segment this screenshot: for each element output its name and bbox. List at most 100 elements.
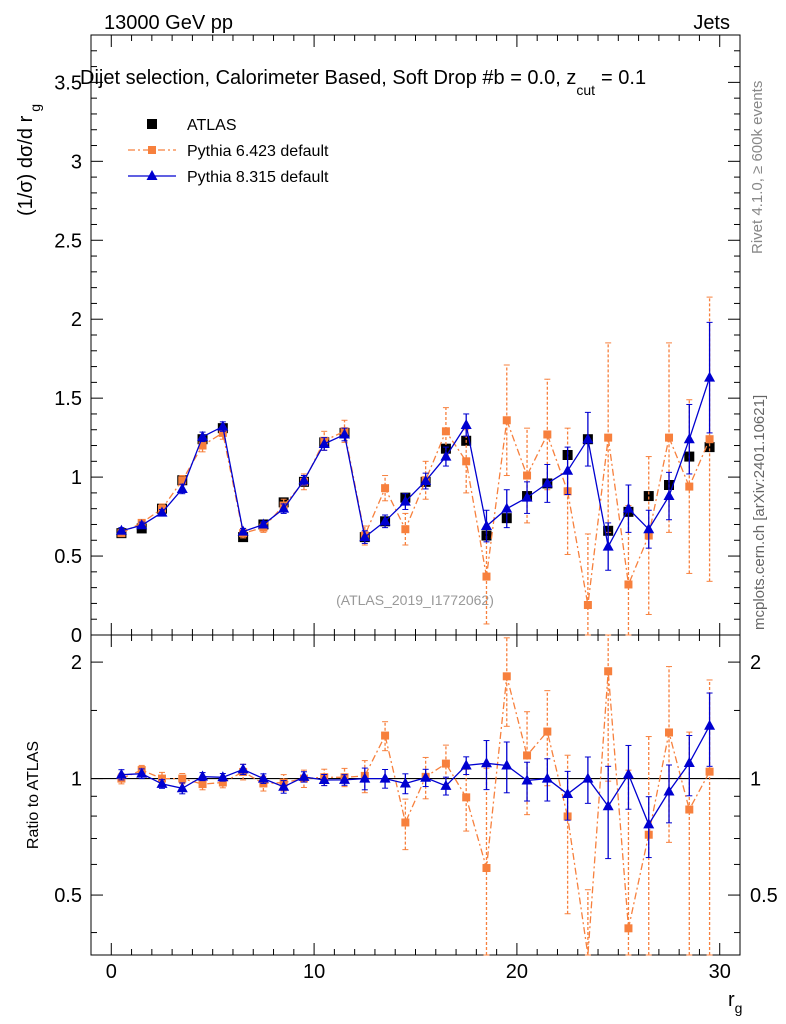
side-label-mcplots: mcplots.cern.ch [arXiv:2401.10621] <box>751 395 768 630</box>
pythia8-ratio-point <box>622 768 634 779</box>
chart-title-suffix: = 0.1 <box>601 67 646 89</box>
pythia8-group <box>115 321 716 860</box>
pythia8-ratio-point <box>541 772 553 783</box>
pythia6-point <box>583 601 592 609</box>
pythia8-ratio-point <box>420 771 432 782</box>
legend: ATLAS Pythia 6.423 default Pythia 8.315 … <box>128 117 329 186</box>
pythia6-ratio-point <box>665 728 674 737</box>
pythia6-point <box>502 416 511 425</box>
pythia6-point <box>665 433 674 442</box>
pythia8-point <box>582 433 594 444</box>
pythia8-point <box>156 506 168 517</box>
y-tick-label-ratio: 0.5 <box>54 885 82 907</box>
atlas-point <box>643 491 654 502</box>
pythia6-ratio-point <box>198 780 207 789</box>
pythia6-ratio-point <box>624 924 633 933</box>
pythia8-ratio-point <box>582 772 594 783</box>
y-tick-label-main: 0 <box>71 625 82 647</box>
pythia6-point <box>685 482 694 491</box>
pythia6-point <box>178 476 187 485</box>
pythia6-point <box>441 427 450 436</box>
pythia6-point <box>381 484 390 493</box>
y-tick-label-ratio: 2 <box>71 652 82 674</box>
pythia8-point <box>521 491 533 502</box>
pythia6-ratio-point <box>462 793 471 802</box>
pythia8-point <box>217 420 229 431</box>
pythia8-ratio-line <box>121 725 711 826</box>
pythia8-ratio-point <box>156 777 168 788</box>
pythia8-point <box>420 475 432 486</box>
pythia6-ratio-point <box>685 805 694 814</box>
chart-title-subscript: cut <box>576 82 595 98</box>
pythia8-ratio-point <box>257 772 269 783</box>
x-axis-label-text: r <box>728 989 735 1011</box>
pythia6-point <box>604 433 613 442</box>
pythia8-ratio-point <box>704 719 716 730</box>
energy-label: 13000 GeV pp <box>104 12 233 34</box>
pythia8-point <box>339 428 351 439</box>
y-tick-label-ratio-right: 2 <box>750 652 761 674</box>
pythia6-point <box>482 572 491 581</box>
y-tick-label-main: 2 <box>71 309 82 331</box>
x-axis-label-sub: g <box>735 1000 743 1016</box>
y-tick-label-main: 2.5 <box>54 230 82 252</box>
pythia8-point <box>318 437 330 448</box>
x-tick-label: 30 <box>709 961 731 983</box>
pythia8-point <box>197 430 209 441</box>
legend-mark-atlas <box>147 119 157 129</box>
pythia8-ratio-point <box>501 759 513 770</box>
pythia8-point <box>622 502 634 513</box>
pythia8-point <box>298 474 310 485</box>
data-layer <box>115 296 716 956</box>
y-tick-label-ratio-right: 1 <box>750 769 761 791</box>
pythia8-ratio-point <box>379 772 391 783</box>
pythia8-ratio-point <box>318 773 330 784</box>
y-axis-label-ratio: Ratio to ATLAS <box>25 741 42 849</box>
pythia6-point <box>198 441 207 450</box>
atlas-point <box>704 442 715 453</box>
y-tick-label-main: 0.5 <box>54 546 82 568</box>
y-tick-label-main: 1.5 <box>54 388 82 410</box>
pythia8-ratio-point <box>643 818 655 829</box>
x-tick-label: 0 <box>106 961 117 983</box>
legend-label-atlas: ATLAS <box>187 117 237 134</box>
pythia8-point <box>683 433 695 444</box>
pythia8-ratio-point <box>440 779 452 790</box>
analysis-label: (ATLAS_2019_I1772062) <box>336 592 494 608</box>
pythia6-point <box>624 580 633 589</box>
legend-label-pythia8: Pythia 8.315 default <box>187 169 329 186</box>
pythia6-ratio-point <box>178 774 187 783</box>
pythia8-point <box>237 525 249 536</box>
pythia6-ratio-point <box>543 727 552 736</box>
pythia6-point <box>705 435 714 444</box>
y-tick-label-main: 3 <box>71 151 82 173</box>
pythia6-point <box>523 471 532 480</box>
pythia8-ratio-point <box>521 774 533 785</box>
pythia8-ratio-point <box>562 788 574 799</box>
y-axis-label-main: (1/σ) dσ/d r g <box>15 104 43 216</box>
legend-marks <box>128 119 176 180</box>
pythia8-point <box>602 540 614 551</box>
pythia8-ratio-point <box>663 785 675 796</box>
pythia8-ratio-point <box>359 772 371 783</box>
y-tick-label-main: 3.5 <box>54 72 82 94</box>
pythia8-ratio-point <box>217 771 229 782</box>
pythia8-ratio-point <box>197 770 209 781</box>
legend-mark-pythia6 <box>148 146 156 154</box>
pythia8-ratio-point <box>480 757 492 768</box>
pythia8-point <box>136 519 148 530</box>
pythia6-point <box>401 525 410 534</box>
pythia8-point <box>562 464 574 475</box>
pythia8-ratio-point <box>115 768 127 779</box>
y-axis-label-main-text: (1/σ) dσ/d r <box>15 115 37 216</box>
pythia8-point <box>115 524 127 535</box>
legend-label-pythia6: Pythia 6.423 default <box>187 143 329 160</box>
pythia8-ratio-point <box>176 782 188 793</box>
pythia8-point <box>643 523 655 534</box>
side-label-rivet: Rivet 4.1.0, ≥ 600k events <box>749 81 766 254</box>
pythia8-point <box>257 518 269 529</box>
pythia8-ratio-point <box>298 770 310 781</box>
y-tick-label-main: 1 <box>71 467 82 489</box>
